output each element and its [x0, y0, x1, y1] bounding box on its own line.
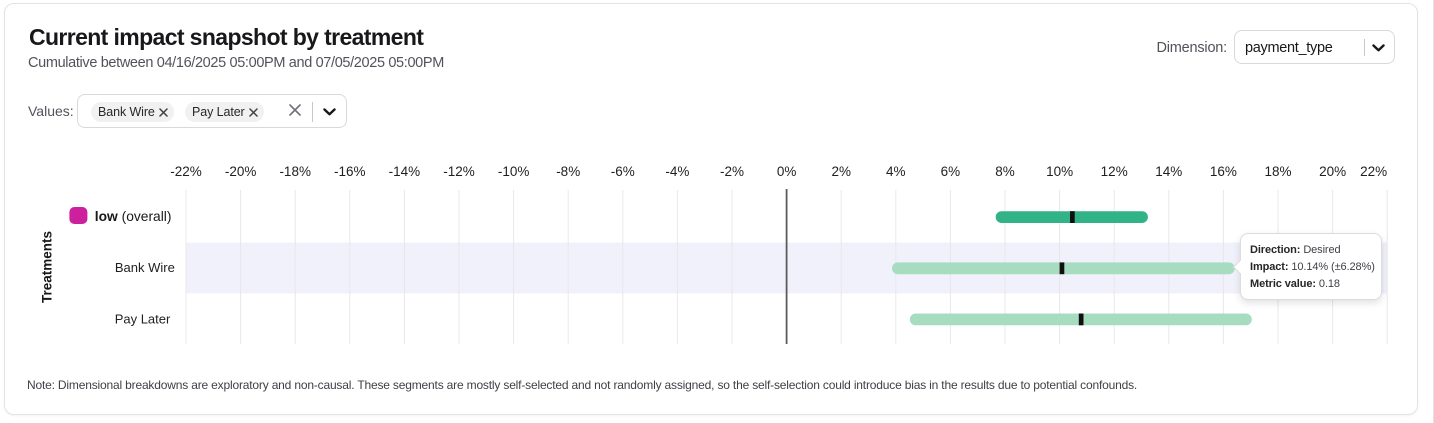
svg-text:low (overall): low (overall) — [95, 209, 172, 224]
svg-text:-14%: -14% — [389, 164, 421, 179]
svg-text:12%: 12% — [1101, 164, 1128, 179]
svg-text:6%: 6% — [941, 164, 961, 179]
svg-text:-8%: -8% — [556, 164, 580, 179]
svg-text:-4%: -4% — [665, 164, 689, 179]
svg-text:-6%: -6% — [611, 164, 635, 179]
svg-text:2%: 2% — [831, 164, 851, 179]
svg-text:10%: 10% — [1046, 164, 1073, 179]
svg-text:-20%: -20% — [225, 164, 257, 179]
svg-text:-16%: -16% — [334, 164, 366, 179]
svg-text:Bank Wire: Bank Wire — [115, 260, 175, 275]
svg-text:14%: 14% — [1155, 164, 1182, 179]
svg-text:-12%: -12% — [443, 164, 475, 179]
svg-text:-2%: -2% — [720, 164, 744, 179]
svg-text:16%: 16% — [1210, 164, 1237, 179]
svg-text:Pay Later: Pay Later — [115, 311, 171, 326]
svg-text:-10%: -10% — [498, 164, 530, 179]
svg-text:-18%: -18% — [279, 164, 311, 179]
svg-text:-22%: -22% — [170, 164, 202, 179]
svg-text:4%: 4% — [886, 164, 906, 179]
svg-text:0%: 0% — [777, 164, 797, 179]
svg-text:22%: 22% — [1360, 164, 1387, 179]
svg-text:Treatments: Treatments — [39, 231, 54, 303]
svg-text:8%: 8% — [995, 164, 1015, 179]
svg-text:20%: 20% — [1319, 164, 1346, 179]
svg-text:18%: 18% — [1264, 164, 1291, 179]
